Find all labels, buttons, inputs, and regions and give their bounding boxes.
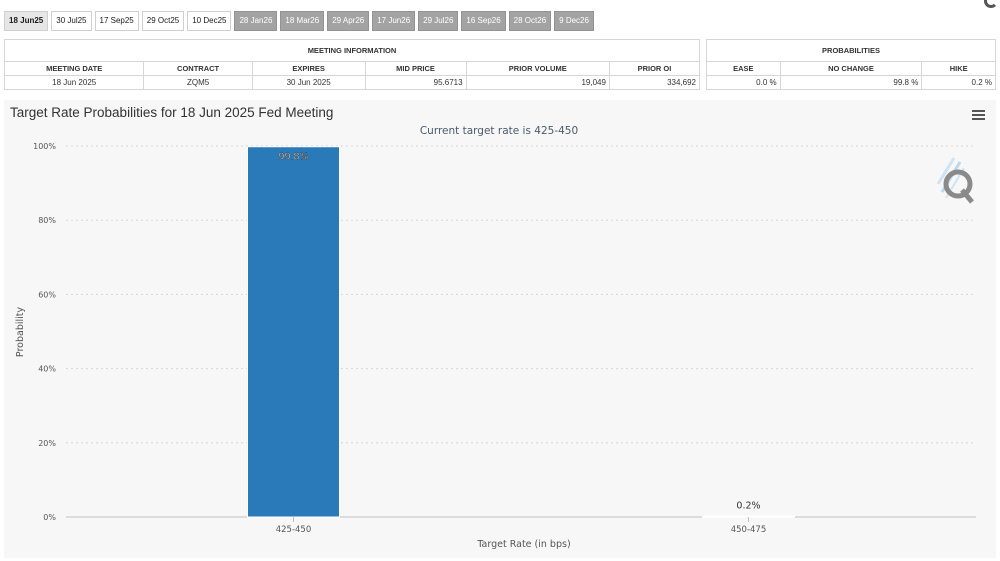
tab-10-dec25[interactable]: 10 Dec25 <box>187 11 232 31</box>
cell-prior-oi: 334,692 <box>608 75 701 90</box>
tab-29-jul26[interactable]: 29 Jul26 <box>418 11 459 31</box>
q-logo-icon <box>936 157 974 204</box>
probabilities-header: PROBABILITIES <box>706 39 996 62</box>
tab-29-apr26[interactable]: 29 Apr26 <box>327 11 370 31</box>
tab-18-mar26[interactable]: 18 Mar26 <box>280 11 325 31</box>
y-axis-title: Probability <box>15 307 26 358</box>
table-row: 0.0 % 99.8 % 0.2 % <box>706 75 996 90</box>
col-no-change: NO CHANGE <box>779 61 923 76</box>
chart-title: Target Rate Probabilities for 18 Jun 202… <box>10 105 334 120</box>
tab-16-sep26[interactable]: 16 Sep26 <box>461 11 506 31</box>
probability-chart: Current target rate is 425-450 0% 20% 40% 60… <box>15 125 976 550</box>
tab-28-oct26[interactable]: 28 Oct26 <box>508 11 552 31</box>
probabilities-table: PROBABILITIES EASE NO CHANGE HIKE 0.0 % … <box>706 39 996 90</box>
bar-425-450 <box>247 146 340 518</box>
cell-hike: 0.2 % <box>921 75 996 90</box>
tab-28-jan26[interactable]: 28 Jan26 <box>234 11 278 31</box>
y-tick-label: 20% <box>38 439 56 448</box>
tab-9-dec26[interactable]: 9 Dec26 <box>554 11 594 31</box>
cell-expires: 30 Jun 2025 <box>251 75 366 90</box>
tab-17-jun26[interactable]: 17 Jun26 <box>372 11 416 31</box>
cell-ease: 0.0 % <box>706 75 781 90</box>
chart-panel: Current target rate is 425-450 0% 20% 40% 60… <box>4 100 996 558</box>
cell-prior-volume: 19,049 <box>465 75 610 90</box>
meeting-information-header: MEETING INFORMATION <box>4 39 700 62</box>
tab-29-oct25[interactable]: 29 Oct25 <box>141 11 185 31</box>
settings-arc-icon[interactable] <box>984 0 998 8</box>
bar-450-475 <box>702 515 795 518</box>
data-label: 99.8% <box>278 152 308 163</box>
hamburger-menu-icon[interactable] <box>972 110 985 120</box>
x-tick-label: 450-475 <box>731 525 767 535</box>
col-contract: CONTRACT <box>143 61 253 76</box>
col-hike: HIKE <box>921 61 996 76</box>
cell-no-change: 99.8 % <box>779 75 923 90</box>
col-prior-volume: PRIOR VOLUME <box>465 61 610 76</box>
col-expires: EXPIRES <box>251 61 366 76</box>
x-tick-label: 425-450 <box>276 525 312 535</box>
cell-contract: ZQM5 <box>143 75 253 90</box>
col-mid-price: MID PRICE <box>364 61 467 76</box>
cell-meeting-date: 18 Jun 2025 <box>3 75 145 90</box>
col-ease: EASE <box>706 61 781 76</box>
y-tick-label: 60% <box>38 290 56 299</box>
x-axis-title: Target Rate (in bps) <box>476 539 570 550</box>
y-tick-label: 80% <box>38 216 56 225</box>
y-tick-label: 0% <box>43 513 56 522</box>
data-label: 0.2% <box>736 500 760 511</box>
col-meeting-date: MEETING DATE <box>3 61 145 76</box>
y-tick-label: 100% <box>33 142 56 151</box>
tab-30-jul25[interactable]: 30 Jul25 <box>51 11 92 31</box>
cell-mid-price: 95.6713 <box>364 75 467 90</box>
table-row: 18 Jun 2025 ZQM5 30 Jun 2025 95.6713 19,… <box>3 75 701 90</box>
tab-17-sep25[interactable]: 17 Sep25 <box>94 11 139 31</box>
y-tick-label: 40% <box>38 365 56 374</box>
tab-18-jun25[interactable]: 18 Jun25 <box>4 11 49 31</box>
meeting-information-table: MEETING INFORMATION MEETING DATE CONTRAC… <box>3 39 701 90</box>
col-prior-oi: PRIOR OI <box>608 61 701 76</box>
meeting-tabs: 18 Jun25 30 Jul25 17 Sep25 29 Oct25 10 Dec25… <box>4 11 594 31</box>
chart-subtitle: Current target rate is 425-450 <box>420 125 578 137</box>
